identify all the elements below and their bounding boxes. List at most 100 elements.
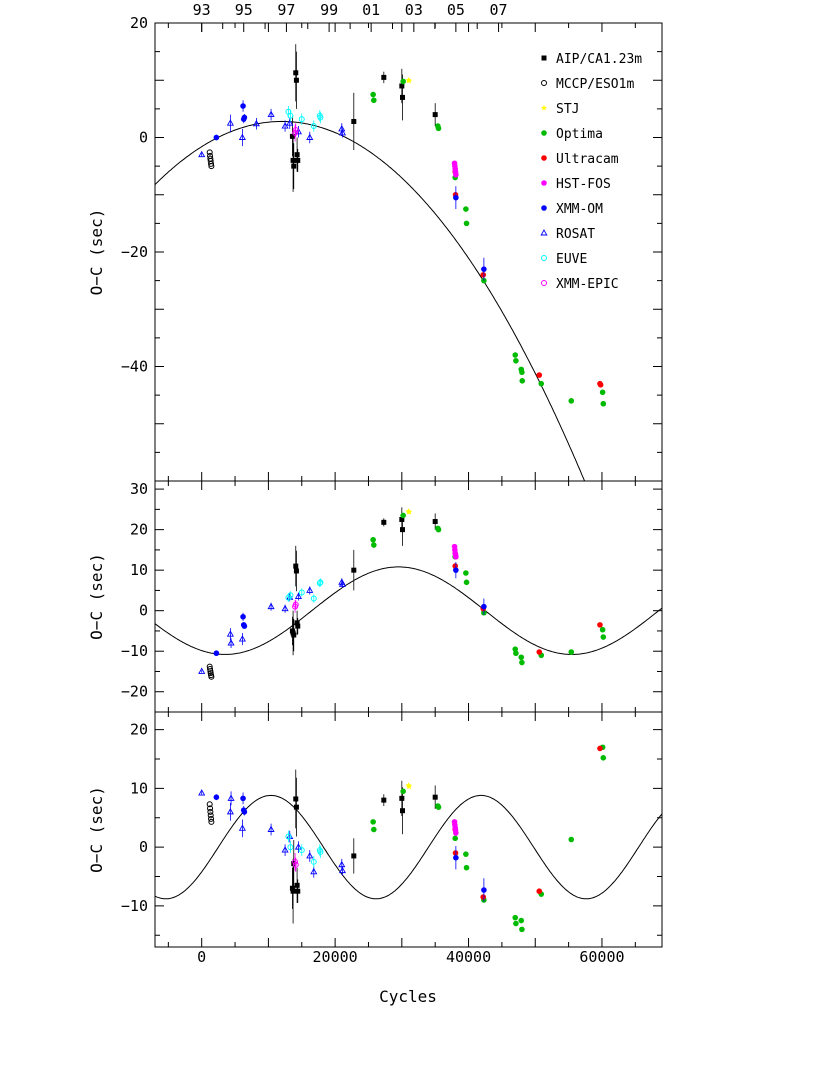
legend-item-aip-ca1-23m: AIP/CA1.23m <box>541 52 642 67</box>
legend-item-stj: STJ <box>540 102 579 117</box>
y-tick-label: 20 <box>130 521 148 539</box>
data-point <box>481 887 487 893</box>
data-point <box>435 804 442 810</box>
data-point <box>213 650 220 657</box>
series-xmm-om <box>213 792 487 902</box>
data-point <box>198 667 206 674</box>
year-axis: 93 95 97 99 01 03 05 07 <box>193 1 508 32</box>
data-point <box>463 851 469 857</box>
data-point <box>600 755 607 761</box>
series-mccp-eso1m <box>206 149 215 170</box>
data-point <box>399 83 405 89</box>
panel-quadratic-fit: 20 0 −20 −40 O−C (sec) <box>87 14 663 482</box>
data-point <box>240 795 246 802</box>
data-point <box>298 116 305 123</box>
data-point <box>238 824 246 831</box>
series-rosat <box>198 578 347 674</box>
series-xmm-epic <box>292 123 299 142</box>
data-point <box>597 745 603 752</box>
data-point <box>480 894 487 900</box>
year-label: 97 <box>277 1 295 19</box>
data-point <box>453 830 459 836</box>
data-point <box>538 380 545 387</box>
data-point <box>371 542 377 548</box>
year-label: 99 <box>320 1 338 19</box>
data-point <box>536 649 543 655</box>
data-point <box>207 808 214 815</box>
data-point <box>597 622 603 628</box>
data-point <box>208 818 215 825</box>
panel-two-sine-fit: 20 10 0 −10 O−C (sec) 0 20000 40000 60000 <box>87 711 663 966</box>
legend-marker <box>540 229 548 236</box>
data-point <box>600 634 607 640</box>
year-label: 07 <box>490 1 508 19</box>
data-point <box>287 592 294 599</box>
legend-marker <box>540 104 548 111</box>
data-point <box>512 352 519 358</box>
data-point <box>238 635 246 642</box>
data-point <box>399 517 405 522</box>
series-mccp-eso1m <box>206 663 215 680</box>
data-point <box>287 844 294 851</box>
data-point <box>207 805 214 812</box>
data-point <box>371 826 377 833</box>
data-point <box>351 567 357 573</box>
data-point <box>292 858 299 865</box>
series-rosat <box>198 789 347 878</box>
data-point <box>519 659 525 666</box>
series-aip-ca1-23m <box>289 769 438 924</box>
data-point <box>310 858 317 865</box>
data-point <box>518 917 525 924</box>
series-optima <box>370 512 607 666</box>
data-point <box>351 853 357 859</box>
data-point <box>370 91 376 98</box>
y-tick-label: −20 <box>121 683 148 701</box>
data-point <box>568 836 575 843</box>
y-tick-label: 20 <box>130 721 148 739</box>
data-point <box>227 639 235 646</box>
data-point <box>293 77 299 83</box>
data-point <box>453 567 459 573</box>
data-point <box>293 70 299 76</box>
series-xmm-om <box>213 100 487 281</box>
data-point <box>317 579 324 586</box>
data-point <box>599 389 606 396</box>
data-point <box>240 613 246 620</box>
data-point <box>207 812 214 819</box>
legend-marker <box>541 205 547 211</box>
data-point <box>536 372 543 378</box>
data-point <box>435 125 442 132</box>
year-label: 03 <box>405 1 423 19</box>
data-point <box>287 112 294 119</box>
data-point <box>370 536 376 543</box>
data-point <box>338 860 346 868</box>
data-point <box>281 846 289 853</box>
data-point <box>399 94 405 100</box>
legend-marker <box>541 280 547 286</box>
data-point <box>238 133 246 140</box>
series-aip-ca1-23m <box>289 44 438 192</box>
data-point <box>406 509 413 515</box>
fit-curve <box>155 566 662 655</box>
series-rosat <box>198 108 347 158</box>
data-point <box>292 127 299 134</box>
data-point <box>267 602 275 610</box>
legend-marker <box>541 255 547 261</box>
data-point <box>481 603 487 610</box>
data-point <box>281 604 289 612</box>
y-axis-title: O−C (sec) <box>87 209 106 296</box>
data-point <box>435 526 442 533</box>
data-point <box>370 819 376 825</box>
data-point <box>294 592 302 599</box>
data-point <box>371 97 377 104</box>
series-hst-fos <box>451 543 459 560</box>
legend-item-euve: EUVE <box>541 252 587 267</box>
data-point <box>206 149 213 156</box>
y-tick-label: −10 <box>121 897 148 915</box>
data-point <box>285 833 292 840</box>
legend-marker <box>541 55 547 61</box>
data-point <box>513 920 519 927</box>
legend-item-xmm-om: XMM-OM <box>541 202 603 217</box>
series-hst-fos <box>451 160 459 178</box>
